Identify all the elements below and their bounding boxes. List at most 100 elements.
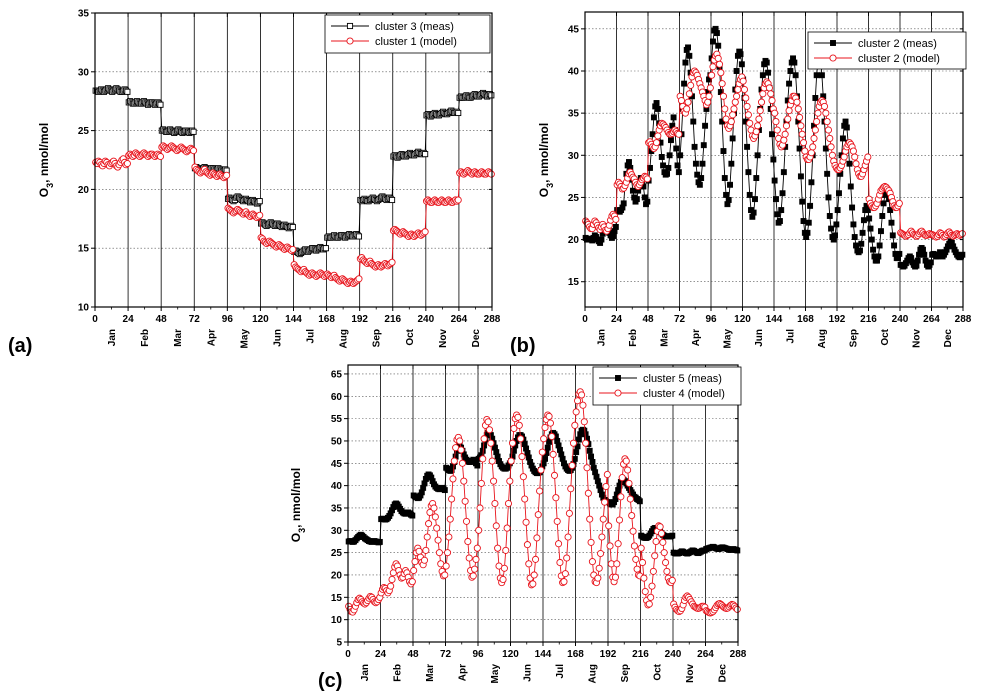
month-label: Mar bbox=[425, 664, 436, 682]
data-point bbox=[652, 139, 661, 147]
y-tick-label: 15 bbox=[78, 244, 90, 255]
x-tick-label: 24 bbox=[375, 649, 387, 660]
data-point bbox=[820, 102, 829, 110]
data-point bbox=[536, 487, 544, 495]
data-point bbox=[786, 80, 793, 87]
data-point bbox=[740, 85, 749, 94]
data-point bbox=[472, 555, 480, 563]
x-tick-label: 288 bbox=[730, 649, 747, 660]
legend-box bbox=[592, 366, 742, 406]
data-point bbox=[733, 68, 740, 74]
data-point bbox=[720, 148, 727, 155]
data-point bbox=[640, 574, 648, 582]
data-point bbox=[545, 412, 553, 420]
data-point bbox=[597, 549, 605, 558]
data-point bbox=[256, 211, 264, 219]
data-point bbox=[601, 498, 609, 506]
data-point bbox=[793, 98, 801, 106]
data-point bbox=[754, 152, 761, 159]
data-point bbox=[805, 219, 812, 226]
data-point bbox=[652, 537, 660, 546]
data-point bbox=[124, 88, 131, 95]
legend-box bbox=[324, 14, 491, 54]
data-point bbox=[529, 580, 537, 588]
month-label: Jun bbox=[754, 329, 765, 347]
data-point bbox=[669, 532, 676, 539]
data-point bbox=[514, 413, 522, 421]
data-point bbox=[887, 207, 894, 214]
data-point bbox=[376, 538, 383, 545]
month-label: Apr bbox=[206, 329, 217, 346]
data-point bbox=[809, 143, 817, 151]
data-point bbox=[582, 439, 590, 447]
x-tick-label: 0 bbox=[92, 314, 98, 325]
y-tick-label: 25 bbox=[78, 126, 90, 137]
data-point bbox=[889, 232, 896, 239]
x-tick-label: 192 bbox=[829, 314, 846, 325]
y-tick-label: 30 bbox=[78, 67, 90, 78]
data-point bbox=[624, 466, 632, 474]
month-label: May bbox=[239, 329, 250, 349]
data-point bbox=[739, 77, 747, 85]
data-point bbox=[500, 564, 508, 572]
data-point bbox=[770, 156, 777, 163]
data-point bbox=[813, 118, 821, 126]
data-point bbox=[602, 482, 610, 491]
data-point bbox=[157, 101, 164, 108]
data-point bbox=[563, 554, 571, 562]
data-point bbox=[474, 462, 481, 469]
data-point bbox=[490, 477, 498, 485]
data-point bbox=[538, 448, 546, 456]
data-point bbox=[772, 118, 780, 126]
data-point bbox=[561, 570, 569, 578]
month-label: Jun bbox=[272, 329, 283, 347]
x-tick-label: 264 bbox=[451, 314, 468, 325]
data-point bbox=[475, 526, 483, 534]
data-point bbox=[823, 118, 831, 126]
data-point bbox=[719, 92, 728, 100]
data-point bbox=[798, 130, 806, 138]
data-point bbox=[729, 135, 736, 142]
data-point bbox=[683, 105, 691, 113]
month-label: Apr bbox=[691, 329, 702, 346]
data-point bbox=[812, 95, 819, 101]
data-point bbox=[573, 449, 580, 456]
chart-panel-2: 0 24 48 72 96 120 144 168 192 216 240 264 288 15 20 25 3… bbox=[510, 11, 972, 357]
x-tick-label: 216 bbox=[384, 314, 401, 325]
data-point bbox=[717, 69, 725, 77]
data-point bbox=[771, 177, 778, 184]
data-point bbox=[842, 118, 849, 125]
month-label: Nov bbox=[685, 664, 696, 683]
data-point bbox=[456, 437, 464, 445]
data-point bbox=[743, 102, 751, 110]
data-point bbox=[752, 128, 760, 136]
data-point bbox=[629, 187, 636, 194]
data-point bbox=[515, 421, 523, 429]
data-point bbox=[504, 499, 513, 508]
data-point bbox=[668, 137, 674, 144]
series-cluster-4-model- bbox=[345, 388, 741, 617]
y-tick-label: 50 bbox=[331, 436, 343, 447]
data-point bbox=[958, 230, 966, 238]
data-point bbox=[773, 196, 779, 203]
data-point bbox=[580, 418, 588, 426]
data-point bbox=[690, 118, 697, 125]
data-point bbox=[895, 199, 903, 207]
data-point bbox=[533, 534, 541, 542]
data-point bbox=[668, 576, 676, 584]
data-point bbox=[421, 228, 429, 236]
data-point bbox=[694, 171, 701, 178]
y-tick-label: 5 bbox=[336, 638, 342, 649]
data-point bbox=[664, 170, 670, 177]
data-point bbox=[464, 537, 472, 546]
legend: cluster 5 (meas) cluster 4 (model) bbox=[592, 366, 742, 406]
data-point bbox=[523, 541, 531, 549]
data-point bbox=[473, 544, 481, 552]
data-point bbox=[684, 98, 692, 106]
data-point bbox=[733, 92, 741, 100]
data-point bbox=[487, 439, 495, 447]
data-point bbox=[725, 197, 732, 203]
data-point bbox=[411, 558, 419, 566]
data-point bbox=[849, 147, 857, 155]
data-point bbox=[833, 221, 840, 228]
